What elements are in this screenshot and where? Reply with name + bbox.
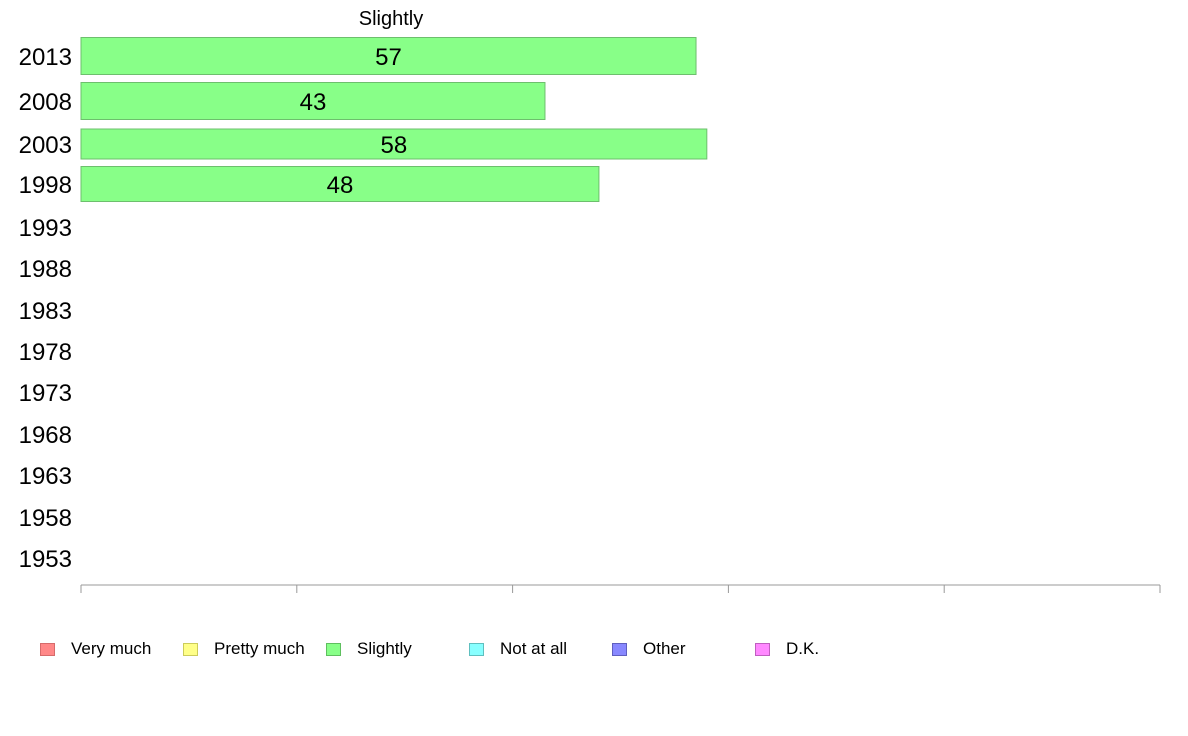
bar-value-label: 57 xyxy=(375,44,402,71)
bar-chart: Slightly 2013 2008 2003 1998 1993 1988 1983 197… xyxy=(19,8,1161,593)
legend-item: Other xyxy=(612,639,755,659)
legend-label: Slightly xyxy=(357,639,412,658)
legend-label: Other xyxy=(643,639,686,658)
legend-label: Very much xyxy=(71,639,152,658)
legend-swatch xyxy=(40,642,55,656)
category-label: 2003 xyxy=(19,132,72,159)
chart-title: Slightly xyxy=(359,8,423,30)
category-label: 1963 xyxy=(19,463,72,490)
bar xyxy=(80,128,708,160)
legend-label: Pretty much xyxy=(214,639,305,658)
legend-swatch xyxy=(755,642,770,656)
legend-item: Slightly xyxy=(326,639,469,659)
category-label: 1978 xyxy=(19,339,72,366)
category-label: 1973 xyxy=(19,380,72,407)
legend-item: Pretty much xyxy=(183,639,326,659)
bar-value-label: 43 xyxy=(300,89,327,116)
legend-label: D.K. xyxy=(786,639,820,658)
bar xyxy=(80,166,600,202)
legend-swatch xyxy=(326,642,341,656)
category-label: 2008 xyxy=(19,89,72,116)
legend-swatch xyxy=(469,642,484,656)
bar xyxy=(80,37,697,75)
legend-item: D.K. xyxy=(755,639,898,659)
category-label: 1993 xyxy=(19,215,72,242)
bar-value-label: 58 xyxy=(381,132,408,159)
category-label: 2013 xyxy=(19,44,72,71)
legend-swatch xyxy=(612,642,627,656)
legend: Very much Pretty much Slightly Not at all Ot… xyxy=(40,638,898,660)
bar-value-label: 48 xyxy=(327,172,354,199)
category-label: 1953 xyxy=(19,546,72,573)
category-label: 1983 xyxy=(19,298,72,325)
category-label: 1988 xyxy=(19,256,72,283)
category-label: 1998 xyxy=(19,172,72,199)
legend-item: Not at all xyxy=(469,639,612,659)
legend-swatch xyxy=(183,642,198,656)
category-label: 1958 xyxy=(19,505,72,532)
category-label: 1968 xyxy=(19,422,72,449)
bar xyxy=(80,82,546,120)
legend-label: Not at all xyxy=(500,639,568,658)
legend-item: Very much xyxy=(40,639,183,659)
